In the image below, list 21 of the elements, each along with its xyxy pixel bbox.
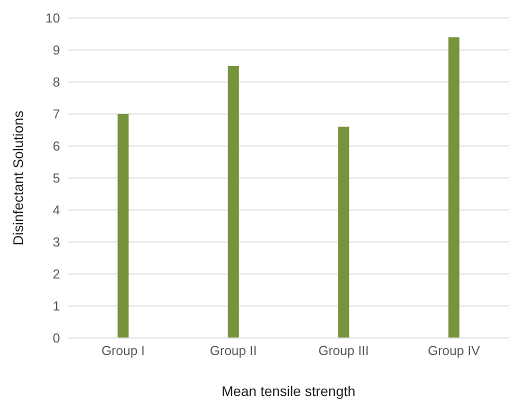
- y-tick-label: 0: [52, 330, 60, 346]
- x-tick-label: Group II: [210, 343, 257, 358]
- y-tick-label: 9: [52, 42, 60, 58]
- y-axis-title: Disinfectant Solutions: [10, 110, 26, 246]
- x-tick-label: Group IV: [428, 343, 480, 358]
- x-tick-label: Group III: [318, 343, 369, 358]
- x-tick-label: Group I: [101, 343, 145, 358]
- bar: [448, 37, 460, 338]
- y-tick-label: 8: [52, 74, 60, 90]
- y-tick-label: 7: [52, 106, 60, 122]
- y-tick-label: 4: [52, 202, 60, 218]
- y-tick-label: 5: [52, 170, 60, 186]
- y-tick-label: 6: [52, 138, 60, 154]
- y-tick-label: 2: [52, 266, 60, 282]
- bar: [118, 114, 129, 338]
- bar: [338, 126, 350, 338]
- y-tick-label: 3: [52, 234, 60, 250]
- y-tick-label: 10: [46, 10, 60, 26]
- y-tick-label: 1: [52, 298, 60, 314]
- x-axis-title: Mean tensile strength: [222, 383, 356, 399]
- bar: [228, 66, 239, 338]
